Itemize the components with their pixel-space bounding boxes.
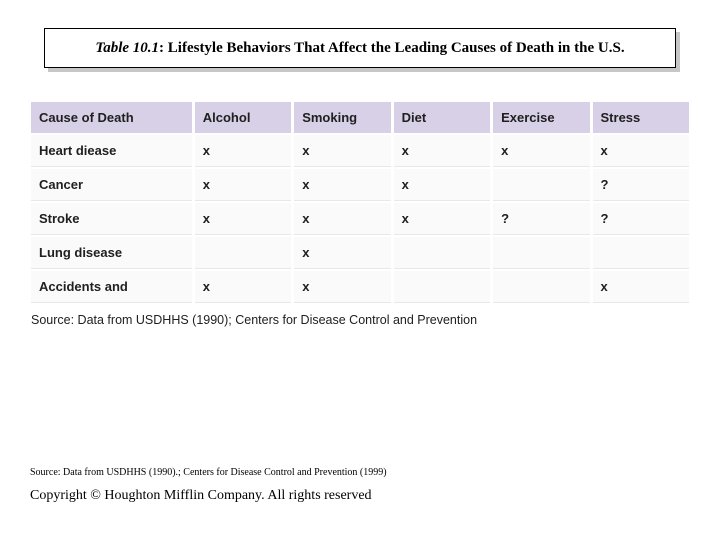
- cell: x: [195, 135, 291, 167]
- cell: x: [294, 135, 390, 167]
- cell: x: [593, 271, 689, 303]
- cell: x: [294, 271, 390, 303]
- cell: [493, 271, 589, 303]
- table-row: Accidents and x x x: [31, 271, 689, 303]
- cell: Cancer: [31, 169, 192, 201]
- cell: [394, 271, 490, 303]
- bottom-copyright: Copyright © Houghton Mifflin Company. Al…: [30, 488, 387, 504]
- col-header: Alcohol: [195, 102, 291, 133]
- cell: [493, 169, 589, 201]
- title-box: Table 10.1: Lifestyle Behaviors That Aff…: [44, 28, 676, 68]
- col-header: Stress: [593, 102, 689, 133]
- cell: x: [493, 135, 589, 167]
- col-header: Diet: [394, 102, 490, 133]
- bottom-block: Source: Data from USDHHS (1990).; Center…: [30, 467, 387, 504]
- cell: Lung disease: [31, 237, 192, 269]
- title-text: Table 10.1: Lifestyle Behaviors That Aff…: [95, 40, 624, 57]
- cell: [195, 237, 291, 269]
- cell: x: [195, 271, 291, 303]
- cell: x: [195, 169, 291, 201]
- table-header-row: Cause of Death Alcohol Smoking Diet Exer…: [31, 102, 689, 133]
- cell: Accidents and: [31, 271, 192, 303]
- title-container: Table 10.1: Lifestyle Behaviors That Aff…: [44, 28, 676, 68]
- cell: x: [294, 203, 390, 235]
- title-rest: : Lifestyle Behaviors That Affect the Le…: [159, 40, 625, 56]
- cell: ?: [593, 169, 689, 201]
- lifestyle-table: Cause of Death Alcohol Smoking Diet Exer…: [28, 100, 692, 305]
- col-header: Exercise: [493, 102, 589, 133]
- table-row: Stroke x x x ? ?: [31, 203, 689, 235]
- cell: x: [294, 237, 390, 269]
- cell: x: [195, 203, 291, 235]
- cell: x: [394, 203, 490, 235]
- col-header: Cause of Death: [31, 102, 192, 133]
- table-row: Heart diease x x x x x: [31, 135, 689, 167]
- cell: [394, 237, 490, 269]
- cell: Heart diease: [31, 135, 192, 167]
- col-header: Smoking: [294, 102, 390, 133]
- table-region: Cause of Death Alcohol Smoking Diet Exer…: [28, 100, 692, 327]
- source-under-table: Source: Data from USDHHS (1990); Centers…: [28, 313, 692, 327]
- cell: x: [394, 169, 490, 201]
- cell: ?: [493, 203, 589, 235]
- table-row: Lung disease x: [31, 237, 689, 269]
- table-row: Cancer x x x ?: [31, 169, 689, 201]
- cell: x: [593, 135, 689, 167]
- cell: [493, 237, 589, 269]
- cell: ?: [593, 203, 689, 235]
- bottom-attribution: Source: Data from USDHHS (1990).; Center…: [30, 467, 387, 478]
- cell: Stroke: [31, 203, 192, 235]
- cell: x: [294, 169, 390, 201]
- title-prefix: Table 10.1: [95, 40, 159, 56]
- cell: [593, 237, 689, 269]
- cell: x: [394, 135, 490, 167]
